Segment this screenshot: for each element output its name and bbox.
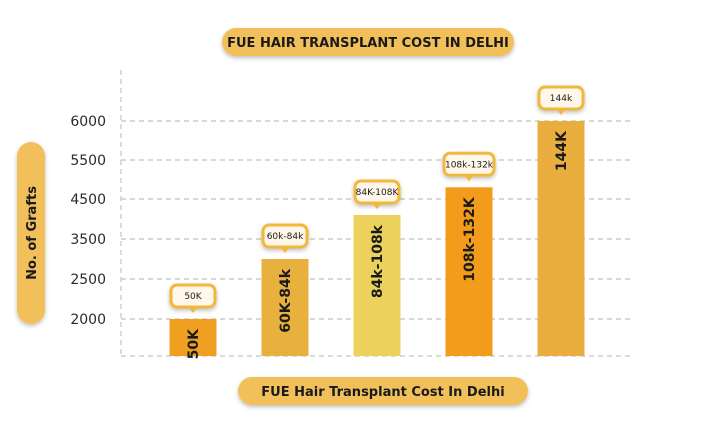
y-tick-label: 3500	[70, 232, 106, 248]
y-tick-label: 5500	[70, 153, 106, 169]
y-tick-label: 4500	[70, 192, 106, 208]
callout-text: 108k-132k	[445, 160, 494, 170]
bar-label: 60K-84k	[278, 268, 294, 332]
y-tick-label: 2500	[70, 272, 106, 288]
bar-callout: 50K	[169, 283, 217, 313]
y-axis-label: No. of Grafts	[17, 142, 45, 324]
bar-callout: 84K-108K	[353, 179, 401, 209]
bar	[353, 215, 401, 356]
callout-box	[537, 85, 585, 111]
y-tick-label: 6000	[70, 114, 106, 130]
callout-text: 84K-108K	[356, 188, 400, 198]
chart-title: FUE HAIR TRANSPLANT COST IN DELHI	[222, 28, 514, 56]
bar-label: 84k-108k	[370, 224, 386, 298]
callout-text: 60k-84k	[267, 232, 304, 242]
xlabel-text: FUE Hair Transplant Cost In Delhi	[261, 385, 504, 400]
callout-box	[353, 179, 401, 205]
callout-pointer	[281, 248, 289, 253]
callout-box	[442, 151, 496, 177]
ylabel-pill-bg	[17, 142, 45, 324]
callout-pointer	[373, 204, 381, 209]
bar	[445, 187, 493, 356]
bar-callout: 144k	[537, 85, 585, 115]
bar-label: 50K	[186, 328, 202, 359]
callout-pointer	[465, 176, 473, 182]
callout-text: 50K	[184, 292, 202, 302]
callout-box	[169, 283, 217, 309]
bar-callout: 60k-84k	[261, 223, 309, 253]
bar-label: 144K	[554, 130, 570, 171]
bar-label: 108k-132K	[462, 196, 478, 282]
callout-box	[261, 223, 309, 249]
bar	[169, 319, 217, 356]
ylabel-text: No. of Grafts	[25, 186, 40, 280]
bar-callout: 108k-132k	[442, 151, 496, 182]
bar	[261, 259, 309, 356]
x-axis-label: FUE Hair Transplant Cost In Delhi	[238, 377, 528, 405]
xlabel-pill-bg	[238, 377, 528, 405]
callout-pointer	[557, 110, 565, 115]
bar	[537, 121, 585, 356]
callout-text: 144k	[550, 94, 573, 104]
callout-pointer	[189, 308, 197, 313]
title-text: FUE HAIR TRANSPLANT COST IN DELHI	[227, 36, 509, 51]
title-pill-bg	[222, 28, 514, 56]
y-tick-label: 2000	[70, 312, 106, 328]
